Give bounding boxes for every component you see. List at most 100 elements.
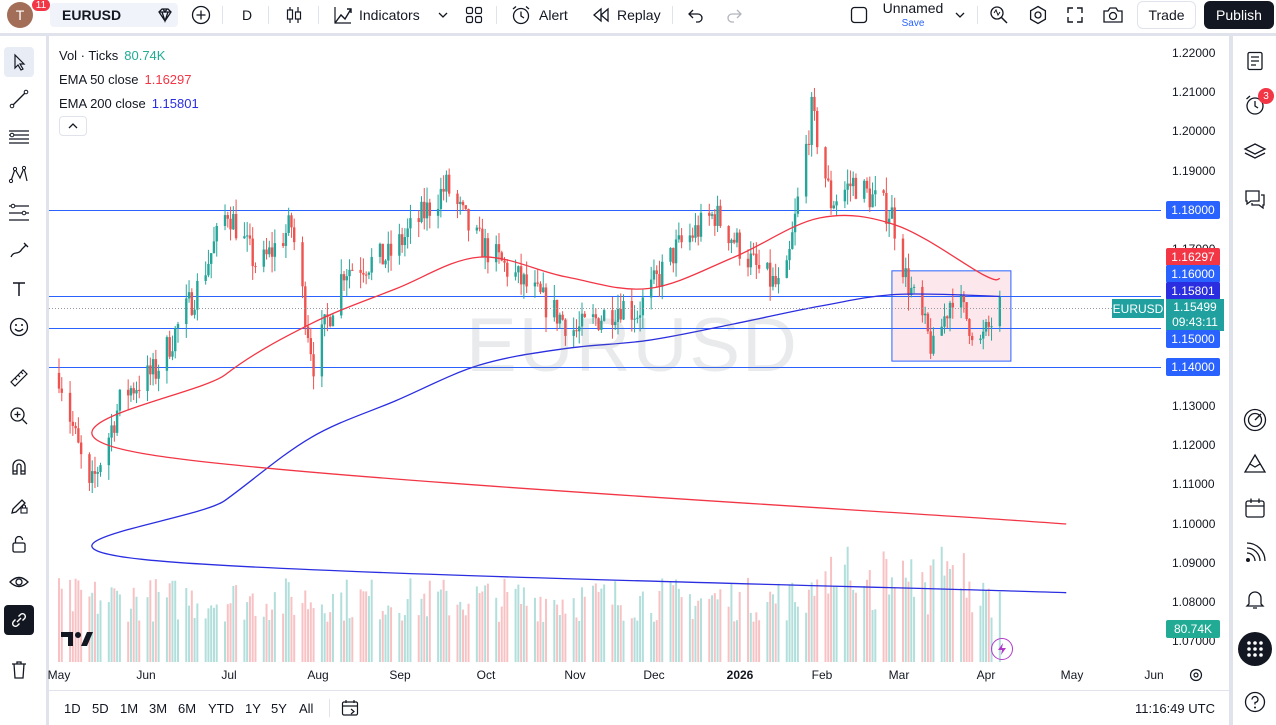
fullscreen-icon[interactable] [1065, 0, 1085, 30]
chevron-down-icon[interactable] [437, 0, 449, 30]
calendar-range-icon[interactable] [340, 698, 360, 721]
candle-body [982, 331, 985, 339]
candle-body [600, 320, 603, 330]
apps-grid-icon[interactable] [1238, 632, 1272, 666]
axis-settings-gear-icon[interactable] [1188, 667, 1204, 686]
layers-icon[interactable] [1240, 137, 1270, 167]
magnet-icon[interactable] [4, 452, 34, 482]
range-button-ytd[interactable]: YTD [208, 701, 234, 716]
cursor-icon[interactable] [4, 47, 34, 77]
undo-icon[interactable] [686, 0, 706, 30]
hline-price-tag[interactable]: 1.18000 [1166, 201, 1220, 219]
layout-name[interactable]: Unnamed Save [878, 1, 948, 31]
candle-body [384, 260, 387, 265]
volume-bar [907, 581, 910, 662]
streams-signal-icon[interactable] [1240, 538, 1270, 568]
legend-collapse-button[interactable] [59, 116, 87, 136]
range-button-1y[interactable]: 1Y [245, 701, 261, 716]
chat-icon[interactable] [1240, 184, 1270, 214]
volume-bar [409, 578, 412, 662]
ideas-triangle-icon[interactable] [1240, 449, 1270, 479]
candle-body [655, 270, 658, 274]
candle-body [732, 239, 736, 243]
layout-title: Unnamed [882, 0, 944, 16]
settings-gear-icon[interactable] [1027, 0, 1049, 30]
trend-line-icon[interactable] [4, 84, 34, 114]
draw-lock-pencil-icon[interactable] [4, 491, 34, 521]
target-icon[interactable] [1240, 405, 1270, 435]
range-button-3m[interactable]: 3M [149, 701, 168, 716]
price-chart[interactable] [49, 36, 1229, 690]
indicators-icon[interactable] [332, 0, 354, 30]
candle-body [940, 326, 943, 336]
candle-body [539, 283, 542, 293]
layout-save-label[interactable]: Save [901, 18, 925, 29]
range-button-6m[interactable]: 6M [178, 701, 197, 716]
pattern-icon[interactable] [4, 160, 34, 190]
forecast-icon[interactable] [4, 198, 34, 228]
volume-bar [116, 590, 119, 662]
eye-icon[interactable] [4, 567, 34, 597]
candles-icon[interactable] [283, 0, 305, 30]
volume-bar [60, 588, 63, 662]
candle-body [553, 299, 556, 318]
watchlist-icon[interactable] [1240, 46, 1270, 76]
interval-button[interactable]: D [242, 7, 253, 23]
user-avatar[interactable]: T 11 [7, 0, 51, 28]
volume-bar [91, 592, 94, 662]
replay-icon[interactable] [591, 0, 611, 30]
legend-volume[interactable]: Vol · Ticks 80.74K [59, 44, 199, 68]
alert-clock-icon[interactable] [510, 0, 532, 30]
legend-ema200[interactable]: EMA 200 close 1.15801 [59, 92, 199, 116]
layout-chevron-icon[interactable] [954, 0, 966, 30]
quick-search-icon[interactable] [988, 0, 1010, 30]
volume-bar [154, 579, 157, 662]
trash-icon[interactable] [4, 655, 34, 685]
range-button-1m[interactable]: 1M [120, 701, 139, 716]
publish-button[interactable]: Publish [1204, 1, 1274, 29]
trade-button[interactable]: Trade [1137, 1, 1196, 29]
volume-bar [940, 546, 943, 662]
legend-ema50[interactable]: EMA 50 close 1.16297 [59, 68, 199, 92]
alert-button[interactable]: Alert [539, 7, 568, 23]
candle-body [400, 234, 404, 246]
compare-plus-icon[interactable] [190, 0, 212, 30]
text-tool-icon[interactable] [4, 274, 34, 304]
lock-icon[interactable] [4, 529, 34, 559]
notifications-bell-icon[interactable] [1240, 584, 1270, 614]
symbol-name[interactable]: EURUSD [62, 7, 122, 23]
tradingview-logo-icon[interactable] [60, 630, 94, 651]
layout-checkbox-icon[interactable] [849, 0, 869, 30]
hline-price-tag[interactable]: 1.16000 [1166, 265, 1220, 283]
candle-body [672, 247, 675, 264]
volume-bar [138, 620, 141, 662]
range-button-5d[interactable]: 5D [92, 701, 109, 716]
calendar-icon[interactable] [1240, 493, 1270, 523]
utc-clock[interactable]: 11:16:49 UTC [1135, 701, 1215, 716]
link-icon[interactable] [4, 605, 34, 635]
hline-price-tag[interactable]: 1.14000 [1166, 358, 1220, 376]
diamond-icon[interactable] [155, 0, 175, 30]
hline-price-tag[interactable]: 1.15000 [1166, 330, 1220, 348]
indicators-button[interactable]: Indicators [359, 7, 420, 23]
range-button-all[interactable]: All [299, 701, 314, 716]
zoom-in-icon[interactable] [4, 401, 34, 431]
emoji-icon[interactable] [4, 312, 34, 342]
range-button-5y[interactable]: 5Y [271, 701, 287, 716]
replay-button[interactable]: Replay [617, 7, 661, 23]
help-icon[interactable] [1240, 687, 1270, 717]
range-button-1d[interactable]: 1D [64, 701, 81, 716]
redo-icon[interactable] [724, 0, 744, 30]
camera-icon[interactable] [1101, 0, 1125, 30]
layouts-grid-icon[interactable] [464, 0, 484, 30]
candle-body [423, 201, 426, 219]
lightning-bolt-icon[interactable] [991, 638, 1013, 660]
ruler-icon[interactable] [4, 363, 34, 393]
brush-icon[interactable] [4, 236, 34, 266]
right-toolbar [1233, 36, 1276, 725]
fib-retracement-icon[interactable] [4, 122, 34, 152]
volume-bar [152, 621, 155, 662]
symbol-search-box[interactable] [50, 3, 178, 27]
volume-bar [359, 589, 362, 662]
chart-pane[interactable] [49, 36, 1229, 690]
